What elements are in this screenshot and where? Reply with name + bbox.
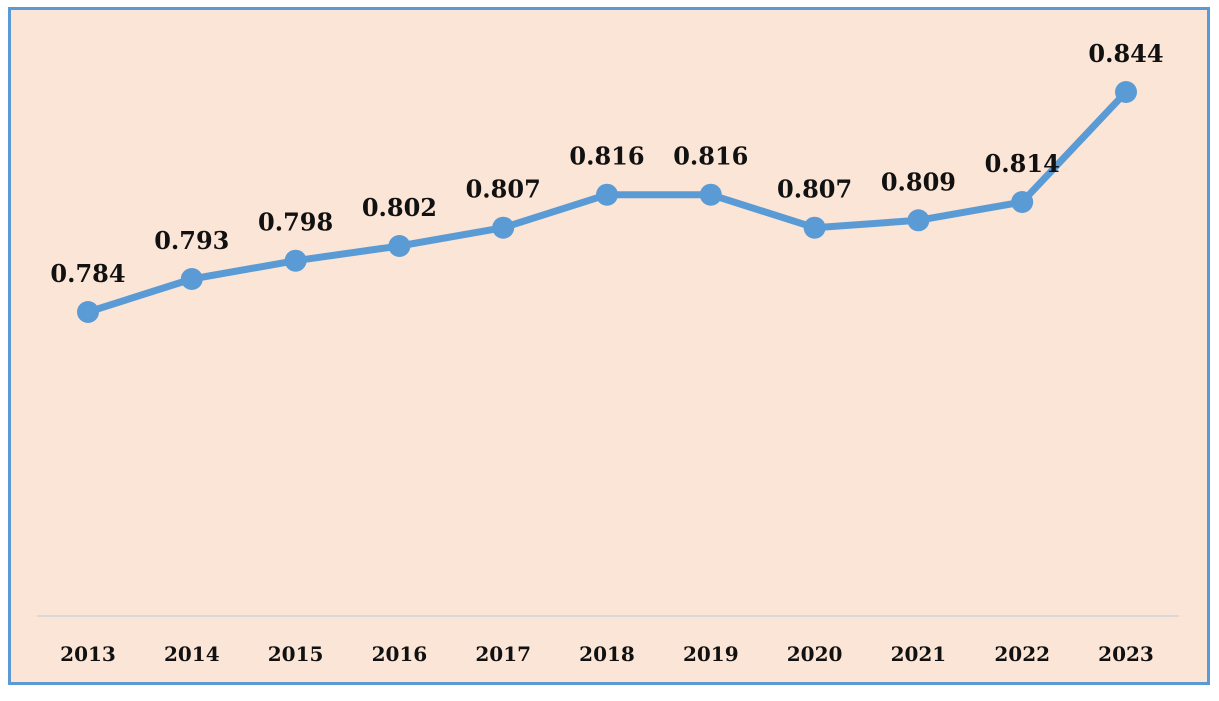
x-tick-label-2022: 2022 (994, 642, 1050, 666)
data-label-2017: 0.807 (466, 175, 541, 204)
data-label-2018: 0.816 (569, 142, 644, 171)
data-label-2023: 0.844 (1088, 39, 1163, 68)
x-tick-label-2016: 2016 (372, 642, 428, 666)
data-point-2016 (388, 235, 411, 257)
data-label-2014: 0.793 (154, 226, 229, 255)
data-point-2014 (180, 268, 203, 290)
data-label-2015: 0.798 (258, 208, 333, 237)
data-point-2018 (596, 183, 618, 206)
x-tick-label-2023: 2023 (1098, 642, 1154, 666)
data-point-2022 (1011, 191, 1034, 213)
data-point-2021 (907, 209, 930, 232)
data-point-2013 (77, 301, 99, 323)
data-label-group: 0.784 0.793 0.798 0.802 0.807 0.816 0.816 0.807… (50, 39, 1163, 288)
line-chart: 0.784 0.793 0.798 0.802 0.807 0.816 0.816 0.807… (37, 39, 1179, 666)
data-label-2016: 0.802 (362, 193, 437, 222)
data-label-2022: 0.814 (985, 149, 1060, 178)
data-label-2020: 0.807 (777, 175, 852, 204)
data-label-2013: 0.784 (50, 259, 125, 288)
data-point-2020 (803, 216, 826, 239)
x-tick-label-2013: 2013 (60, 642, 116, 666)
x-tick-label-group: 2013 2014 2015 2016 2017 2018 2019 2020 2021 2022… (60, 642, 1154, 666)
marker-group (77, 81, 1137, 323)
data-point-2023 (1115, 81, 1137, 103)
x-tick-label-2020: 2020 (787, 642, 843, 666)
data-label-2019: 0.816 (673, 142, 748, 171)
x-tick-label-2017: 2017 (475, 642, 531, 666)
x-tick-label-2014: 2014 (164, 642, 220, 666)
x-tick-label-2018: 2018 (579, 642, 635, 666)
data-point-2017 (492, 216, 515, 239)
data-point-2015 (284, 249, 307, 272)
x-tick-label-2019: 2019 (683, 642, 739, 666)
data-label-2021: 0.809 (881, 167, 956, 196)
x-tick-label-2015: 2015 (268, 642, 324, 666)
x-tick-label-2021: 2021 (891, 642, 947, 666)
chart-frame: 0.784 0.793 0.798 0.802 0.807 0.816 0.816 0.807… (8, 7, 1210, 685)
data-point-2019 (699, 183, 722, 206)
